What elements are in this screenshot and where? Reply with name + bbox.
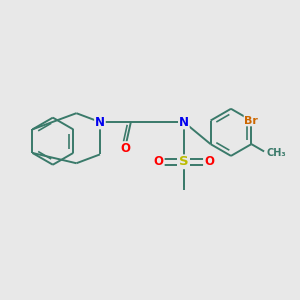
Text: O: O [154,155,164,168]
Text: Br: Br [244,116,258,126]
Text: O: O [120,142,130,155]
Text: N: N [95,116,105,128]
Text: O: O [204,155,214,168]
Text: N: N [179,116,189,128]
Text: S: S [179,155,189,168]
Text: CH₃: CH₃ [266,148,286,158]
